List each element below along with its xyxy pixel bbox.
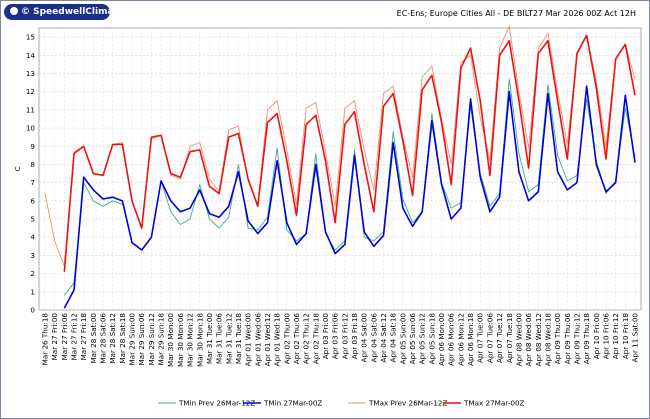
x-tick-label: Apr 04 Sat:00 — [360, 313, 369, 363]
x-tick-label: Apr 01 Wed:06 — [253, 313, 262, 367]
x-tick-label: Mar 29 Sun:18 — [157, 313, 166, 366]
x-tick-label: Apr 09 Thu:18 — [582, 313, 591, 365]
x-tick-label: Mar 26 Thu:18 — [41, 313, 50, 366]
x-tick-label: Apr 09 Thu:06 — [563, 313, 572, 365]
x-tick-label: Mar 30 Mon:12 — [186, 313, 195, 367]
x-tick-label: Mar 29 Sun:00 — [128, 313, 137, 366]
x-tick-label: Mar 28 Sat:18 — [118, 313, 127, 364]
x-tick-label: Apr 03 Fri:06 — [331, 313, 340, 360]
y-tick-label: 15 — [26, 33, 35, 42]
copyright-icon — [10, 7, 18, 15]
brand-logo-text: © SpeedwellClimate.com — [21, 7, 149, 17]
y-tick-label: 14 — [26, 51, 36, 60]
legend: TMin Prev 26Mar-12Z TMin 27Mar-00Z TMax Pr… — [158, 399, 525, 408]
x-tick-label: Apr 09 Thu:00 — [553, 313, 562, 365]
x-tick-label: Mar 28 Sat:12 — [108, 313, 117, 364]
x-tick-label: Apr 04 Sat:12 — [379, 313, 388, 363]
x-tick-label: Apr 05 Sun:18 — [427, 313, 436, 365]
x-tick-label: Mar 29 Sun:06 — [137, 313, 146, 366]
x-tick-label: Mar 27 Fri:12 — [70, 313, 79, 360]
legend-label: TMin 27Mar-00Z — [263, 399, 322, 408]
series-lines — [44, 25, 636, 309]
y-tick-label: 6 — [30, 196, 35, 205]
x-tick-label: Mar 31 Tue:18 — [234, 313, 243, 365]
x-tick-label: Apr 05 Sun:00 — [398, 313, 407, 365]
x-tick-label: Apr 03 Fri:18 — [350, 313, 359, 360]
x-tick-label: Apr 06 Mon:18 — [466, 313, 475, 366]
y-tick-label: 7 — [30, 178, 35, 187]
x-tick-label: Apr 09 Thu:12 — [572, 313, 581, 364]
x-tick-label: Mar 31 Tue:06 — [215, 313, 224, 365]
x-tick-label: Mar 28 Sat:00 — [89, 313, 98, 364]
x-tick-label: Apr 07 Tue:06 — [485, 313, 494, 363]
chart-title: EC-Ens; Europe Cities All - DE BILT27 Ma… — [396, 9, 636, 18]
x-tick-label: Apr 02 Thu:00 — [282, 313, 291, 365]
x-tick-label: Apr 06 Mon:06 — [447, 313, 456, 366]
x-axis-ticks: Mar 26 Thu:18 Mar 27 Fri:00 Mar 27 Fri:06 M… — [41, 313, 640, 367]
x-tick-label: Apr 02 Thu:12 — [302, 313, 311, 364]
y-tick-label: 1 — [30, 287, 35, 296]
x-tick-label: Mar 28 Sat:06 — [99, 313, 108, 364]
y-axis-label: C — [13, 166, 22, 171]
x-tick-label: Apr 10 Fri:12 — [611, 313, 620, 359]
x-tick-label: Apr 07 Tue:00 — [476, 313, 485, 363]
x-tick-label: Apr 03 Fri:00 — [321, 313, 330, 360]
y-tick-label: 11 — [26, 105, 35, 114]
x-tick-label: Apr 02 Thu:06 — [292, 313, 301, 365]
x-tick-label: Mar 30 Mon:18 — [195, 313, 204, 367]
x-tick-label: Apr 08 Wed:12 — [534, 313, 543, 366]
y-tick-label: 3 — [30, 251, 35, 260]
x-tick-label: Apr 06 Mon:00 — [437, 313, 446, 366]
x-tick-label: Apr 10 Fri:06 — [601, 313, 610, 360]
grid-lines — [39, 28, 641, 311]
legend-label: TMax Prev 26Mar-12Z — [368, 399, 447, 408]
x-tick-label: Mar 31 Tue:00 — [205, 313, 214, 365]
y-tick-label: 2 — [30, 269, 35, 278]
x-tick-label: Mar 27 Fri:06 — [60, 313, 69, 361]
y-tick-label: 9 — [30, 142, 35, 151]
x-tick-label: Apr 04 Sat:06 — [369, 313, 378, 363]
series-line-tmin-27mar-00z — [63, 85, 636, 309]
x-tick-label: Apr 01 Wed:12 — [263, 313, 272, 366]
y-tick-label: 5 — [30, 215, 35, 224]
y-tick-label: 12 — [26, 87, 35, 96]
x-tick-label: Apr 01 Wed:18 — [273, 313, 282, 367]
y-tick-label: 8 — [30, 160, 35, 169]
x-tick-label: Mar 27 Fri:00 — [50, 313, 59, 361]
x-tick-label: Apr 07 Tue:12 — [495, 313, 504, 363]
x-tick-label: Apr 02 Thu:18 — [311, 313, 320, 365]
x-tick-label: Apr 08 Wed:00 — [514, 313, 523, 367]
x-tick-label: Apr 11 Sat:00 — [631, 313, 640, 363]
x-tick-label: Mar 29 Sun:12 — [147, 313, 156, 366]
x-tick-label: Mar 30 Mon:00 — [166, 313, 175, 367]
x-tick-label: Apr 05 Sun:06 — [408, 313, 417, 365]
x-tick-label: Apr 10 Fri:00 — [592, 313, 601, 360]
x-tick-label: Apr 03 Fri:12 — [340, 313, 349, 359]
x-tick-label: Apr 08 Wed:06 — [524, 313, 533, 367]
y-tick-label: 0 — [30, 306, 35, 315]
x-tick-label: Apr 01 Wed:00 — [244, 313, 253, 367]
x-tick-label: Apr 04 Sat:18 — [389, 313, 398, 363]
x-tick-label: Mar 27 Fri:18 — [79, 313, 88, 361]
x-tick-label: Apr 05 Sun:12 — [418, 313, 427, 364]
legend-label: TMax 27Mar-00Z — [463, 399, 525, 408]
brand-logo[interactable]: © SpeedwellClimate.com — [4, 4, 148, 20]
x-tick-label: Apr 10 Fri:18 — [621, 313, 630, 360]
x-tick-label: Apr 07 Tue:18 — [505, 313, 514, 363]
series-line-tmax-27mar-00z — [63, 34, 636, 272]
x-tick-label: Apr 08 Wed:18 — [543, 313, 552, 367]
y-tick-label: 4 — [30, 233, 35, 242]
x-tick-label: Mar 31 Tue:12 — [224, 313, 233, 364]
y-tick-label: 13 — [26, 69, 35, 78]
legend-label: TMin Prev 26Mar-12Z — [178, 399, 255, 408]
x-tick-label: Mar 30 Mon:06 — [176, 313, 185, 367]
y-tick-label: 10 — [26, 124, 36, 133]
x-tick-label: Apr 06 Mon:12 — [456, 313, 465, 366]
